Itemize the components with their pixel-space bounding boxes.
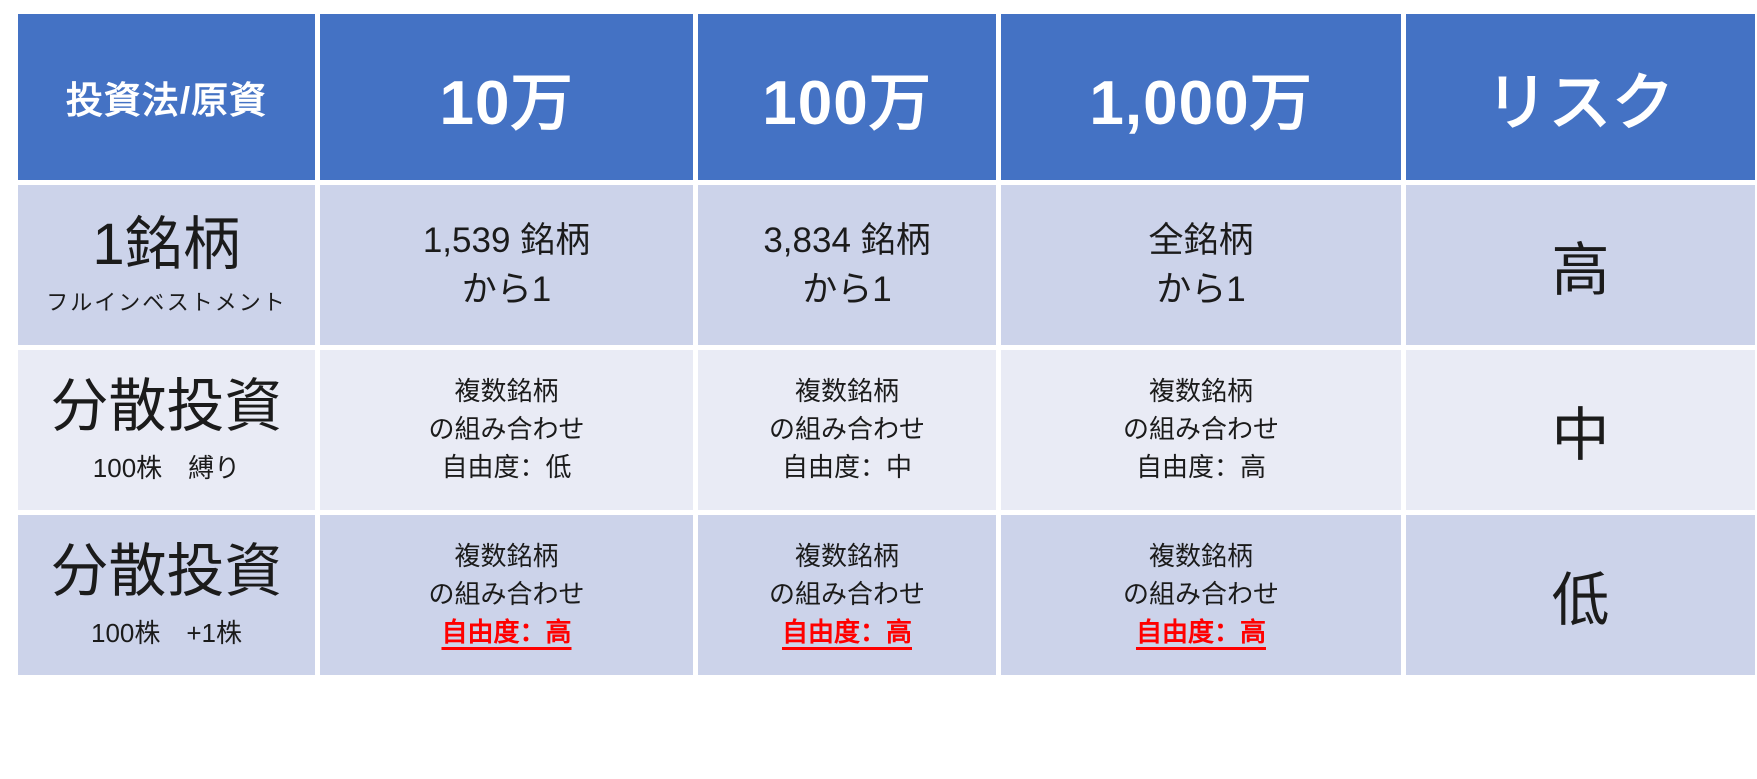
freedom-level-high-emphasis: 自由度：高 [1135, 616, 1266, 647]
investment-comparison-table: 投資法/原資 10万 100万 1,000万 リスク 1銘柄 フルインベストメン… [13, 9, 1757, 680]
header-cell-capital-1m: 100万 [698, 14, 996, 180]
cell-combination: 複数銘柄 の組み合わせ 自由度：高 [698, 515, 996, 675]
cell-pick-one: 全銘柄 から1 [1001, 185, 1401, 345]
freedom-level-high-emphasis: 自由度：高 [781, 616, 912, 647]
method-title: 分散投資 [50, 538, 283, 604]
cell-combination: 複数銘柄 の組み合わせ 自由度：高 [320, 515, 693, 675]
method-subtitle: 100株 縛り [92, 453, 241, 484]
method-subtitle: フルインベストメント [46, 289, 287, 315]
row-diversified-plus-one-share: 分散投資 100株 +1株 複数銘柄 の組み合わせ 自由度：高 複数銘柄 の組み… [18, 515, 1755, 675]
header-cell-capital-100k: 10万 [320, 14, 693, 180]
risk-value-cell: 中 [1406, 350, 1755, 510]
table-header-row: 投資法/原資 10万 100万 1,000万 リスク [18, 14, 1755, 180]
header-cell-risk: リスク [1406, 14, 1755, 180]
method-title: 1銘柄 [92, 212, 241, 278]
cell-pick-one: 3,834 銘柄 から1 [698, 185, 996, 345]
method-title: 分散投資 [50, 373, 283, 439]
cell-combination: 複数銘柄 の組み合わせ 自由度：中 [698, 350, 996, 510]
method-cell: 1銘柄 フルインベストメント [18, 185, 315, 345]
method-cell: 分散投資 100株 縛り [18, 350, 315, 510]
cell-combination: 複数銘柄 の組み合わせ 自由度：高 [1001, 515, 1401, 675]
risk-value-cell: 高 [1406, 185, 1755, 345]
header-cell-method-vs-capital: 投資法/原資 [18, 14, 315, 180]
cell-pick-one: 1,539 銘柄 から1 [320, 185, 693, 345]
freedom-level: 自由度：高 [1135, 451, 1266, 482]
header-cell-capital-10m: 1,000万 [1001, 14, 1401, 180]
row-diversified-100-lots: 分散投資 100株 縛り 複数銘柄 の組み合わせ 自由度：低 複数銘柄 の組み合… [18, 350, 1755, 510]
freedom-level: 自由度：中 [781, 451, 912, 482]
method-subtitle: 100株 +1株 [90, 618, 243, 649]
freedom-level-high-emphasis: 自由度：高 [441, 616, 572, 647]
freedom-level: 自由度：低 [441, 451, 572, 482]
method-cell: 分散投資 100株 +1株 [18, 515, 315, 675]
cell-combination: 複数銘柄 の組み合わせ 自由度：低 [320, 350, 693, 510]
row-full-investment: 1銘柄 フルインベストメント 1,539 銘柄 から1 3,834 銘柄 から1… [18, 185, 1755, 345]
risk-value-cell: 低 [1406, 515, 1755, 675]
cell-combination: 複数銘柄 の組み合わせ 自由度：高 [1001, 350, 1401, 510]
